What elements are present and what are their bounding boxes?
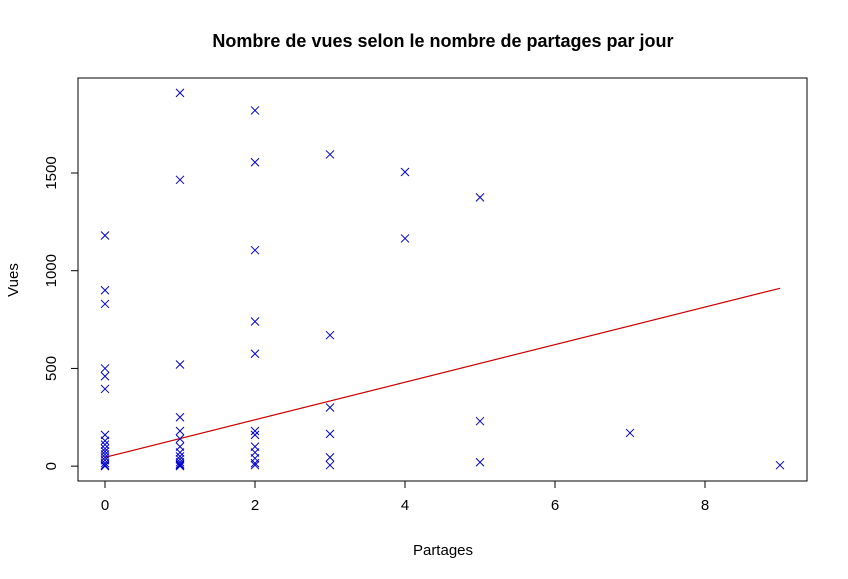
y-tick-label: 1000 [43,254,60,287]
data-point [175,88,185,98]
x-axis-label: Partages [413,542,473,559]
data-point [175,434,185,444]
x-axis: 0 2 4 6 8 [101,480,709,514]
plot-frame [77,77,808,482]
y-tick-label: 0 [43,462,60,470]
y-tick-label: 1500 [43,156,60,189]
y-axis-label: Vues [5,263,22,297]
data-point [775,460,785,470]
data-point [625,428,635,438]
data-point [100,371,110,381]
data-point [325,460,335,470]
data-point [400,167,410,177]
x-tick-label: 6 [551,497,559,514]
data-point [250,317,260,326]
data-point [250,430,260,440]
data-point [175,448,185,457]
data-point [100,364,110,373]
data-point [475,193,485,202]
data-point [475,457,485,467]
y-tick-label: 500 [43,356,60,381]
data-point [100,299,110,309]
data-point [325,403,335,412]
chart-title: Nombre de vues selon le nombre de partag… [212,31,673,51]
y-axis: 0 500 1000 1500 [43,156,79,470]
data-point [325,429,335,439]
x-tick-label: 0 [101,497,109,514]
data-points-layer [100,88,785,471]
regression-line [104,287,781,458]
x-tick-label: 8 [701,497,709,514]
data-point [325,150,335,159]
data-point [325,452,335,462]
data-point [175,460,185,470]
data-point [475,416,485,426]
data-point [250,426,260,436]
x-tick-label: 2 [251,497,259,514]
data-point [250,458,260,468]
data-point [250,245,260,255]
data-point [250,157,260,167]
data-point [100,285,110,295]
data-point [175,459,185,469]
regression-line-layer [104,287,781,458]
data-point [250,453,260,463]
data-point [175,360,185,369]
data-point [175,175,185,185]
data-point [175,461,185,471]
data-point [175,457,185,467]
data-point [100,460,110,470]
data-point [100,384,110,394]
data-point [250,349,260,359]
data-point [100,231,110,240]
data-point [250,106,260,115]
data-point [100,440,110,450]
data-point [250,460,260,470]
data-point [100,458,110,468]
data-point [325,330,335,340]
x-tick-label: 4 [401,497,409,514]
data-point [175,426,185,436]
data-point [175,412,185,422]
data-point [100,461,110,471]
data-point [100,436,110,446]
data-point [400,234,410,243]
